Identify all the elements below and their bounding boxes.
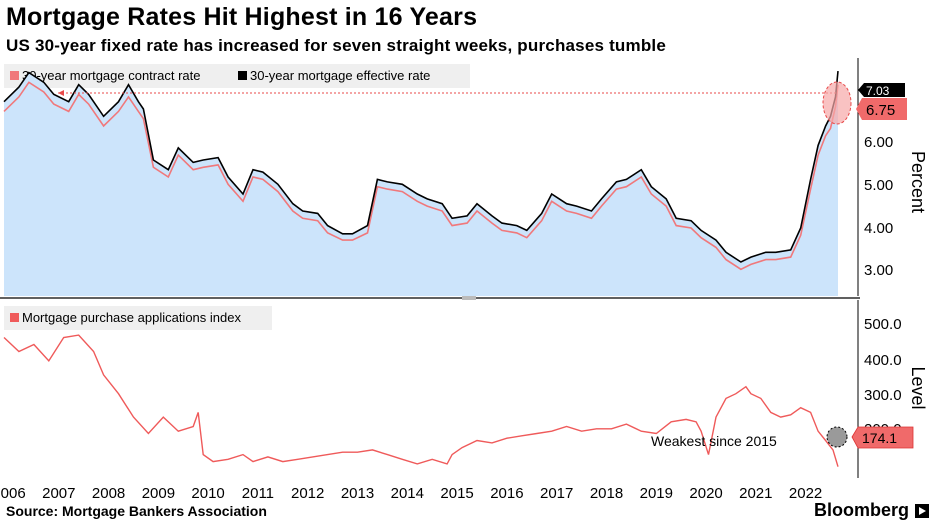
index-tick-label: 500.0 — [864, 316, 902, 333]
contract-rate-line — [3, 81, 839, 271]
source-note: Source: Mortgage Bankers Association — [6, 503, 267, 519]
rate-tick-label: 5.00 — [864, 177, 893, 194]
legend-swatch-contract — [10, 71, 19, 80]
x-tick-label: 2006 — [0, 485, 26, 502]
index-annotation: Weakest since 2015 — [651, 433, 777, 449]
x-tick-label: 2020 — [689, 485, 722, 502]
index-panel-legend-bg — [4, 306, 272, 330]
x-tick-label: 2013 — [341, 485, 374, 502]
x-tick-label: 2015 — [440, 485, 473, 502]
peak-arrow-head — [58, 90, 64, 96]
x-tick-label: 2007 — [42, 485, 75, 502]
chart-canvas: 30-year mortgage contract rate 30-year m… — [0, 58, 928, 502]
rate-tick-label: 4.00 — [864, 220, 893, 237]
x-axis: 2006 2007 2008 2009 2010 2011 2012 2013 2014 2015… — [0, 485, 822, 502]
x-tick-label: 2017 — [540, 485, 573, 502]
rate-area — [4, 71, 838, 296]
x-tick-label: 2021 — [739, 485, 772, 502]
x-tick-label: 2012 — [291, 485, 324, 502]
bloomberg-logo: Bloomberg — [814, 500, 929, 521]
index-panel: Mortgage purchase applications index 200… — [3, 300, 928, 478]
panel-separator-handle — [462, 296, 476, 300]
index-tick-label: 300.0 — [864, 387, 902, 404]
legend-label-effective: 30-year mortgage effective rate — [250, 68, 430, 83]
legend-swatch-effective — [238, 71, 247, 80]
callout-contract-box — [856, 98, 907, 120]
rate-tick-label: 6.00 — [864, 134, 893, 151]
rate-panel: 30-year mortgage contract rate 30-year m… — [3, 58, 928, 296]
callout-effective-value: 7.03 — [866, 84, 890, 98]
x-tick-label: 2022 — [789, 485, 822, 502]
rate-axis-label: Percent — [908, 151, 928, 213]
rate-panel-legend-bg — [4, 64, 470, 88]
brand-label: Bloomberg — [813, 500, 909, 520]
callout-index-box — [851, 426, 914, 449]
index-axis-label: Level — [908, 366, 928, 409]
x-tick-label: 2018 — [590, 485, 623, 502]
play-icon — [915, 503, 929, 518]
legend-label-index: Mortgage purchase applications index — [22, 310, 241, 325]
chart-subtitle: US 30-year fixed rate has increased for … — [6, 36, 666, 55]
chart-title: Mortgage Rates Hit Highest in 16 Years — [6, 3, 478, 31]
rate-tick-label: 3.00 — [864, 262, 893, 279]
x-tick-label: 2016 — [490, 485, 523, 502]
callout-contract-value: 6.75 — [866, 102, 895, 119]
purchase-index-line — [3, 334, 839, 467]
x-tick-label: 2019 — [640, 485, 673, 502]
index-tick-label: 400.0 — [864, 352, 902, 369]
x-tick-label: 2010 — [191, 485, 224, 502]
x-tick-label: 2011 — [242, 485, 274, 502]
legend-swatch-index — [10, 313, 19, 322]
callout-effective-box — [858, 83, 905, 97]
legend-label-contract: 30-year mortgage contract rate — [22, 68, 200, 83]
index-highlight-circle — [826, 426, 848, 448]
effective-rate-line — [3, 71, 839, 263]
rate-highlight-circle — [822, 81, 852, 125]
callout-index-value: 174.1 — [862, 430, 897, 446]
x-tick-label: 2008 — [92, 485, 125, 502]
x-tick-label: 2009 — [142, 485, 175, 502]
x-tick-label: 2014 — [391, 485, 424, 502]
